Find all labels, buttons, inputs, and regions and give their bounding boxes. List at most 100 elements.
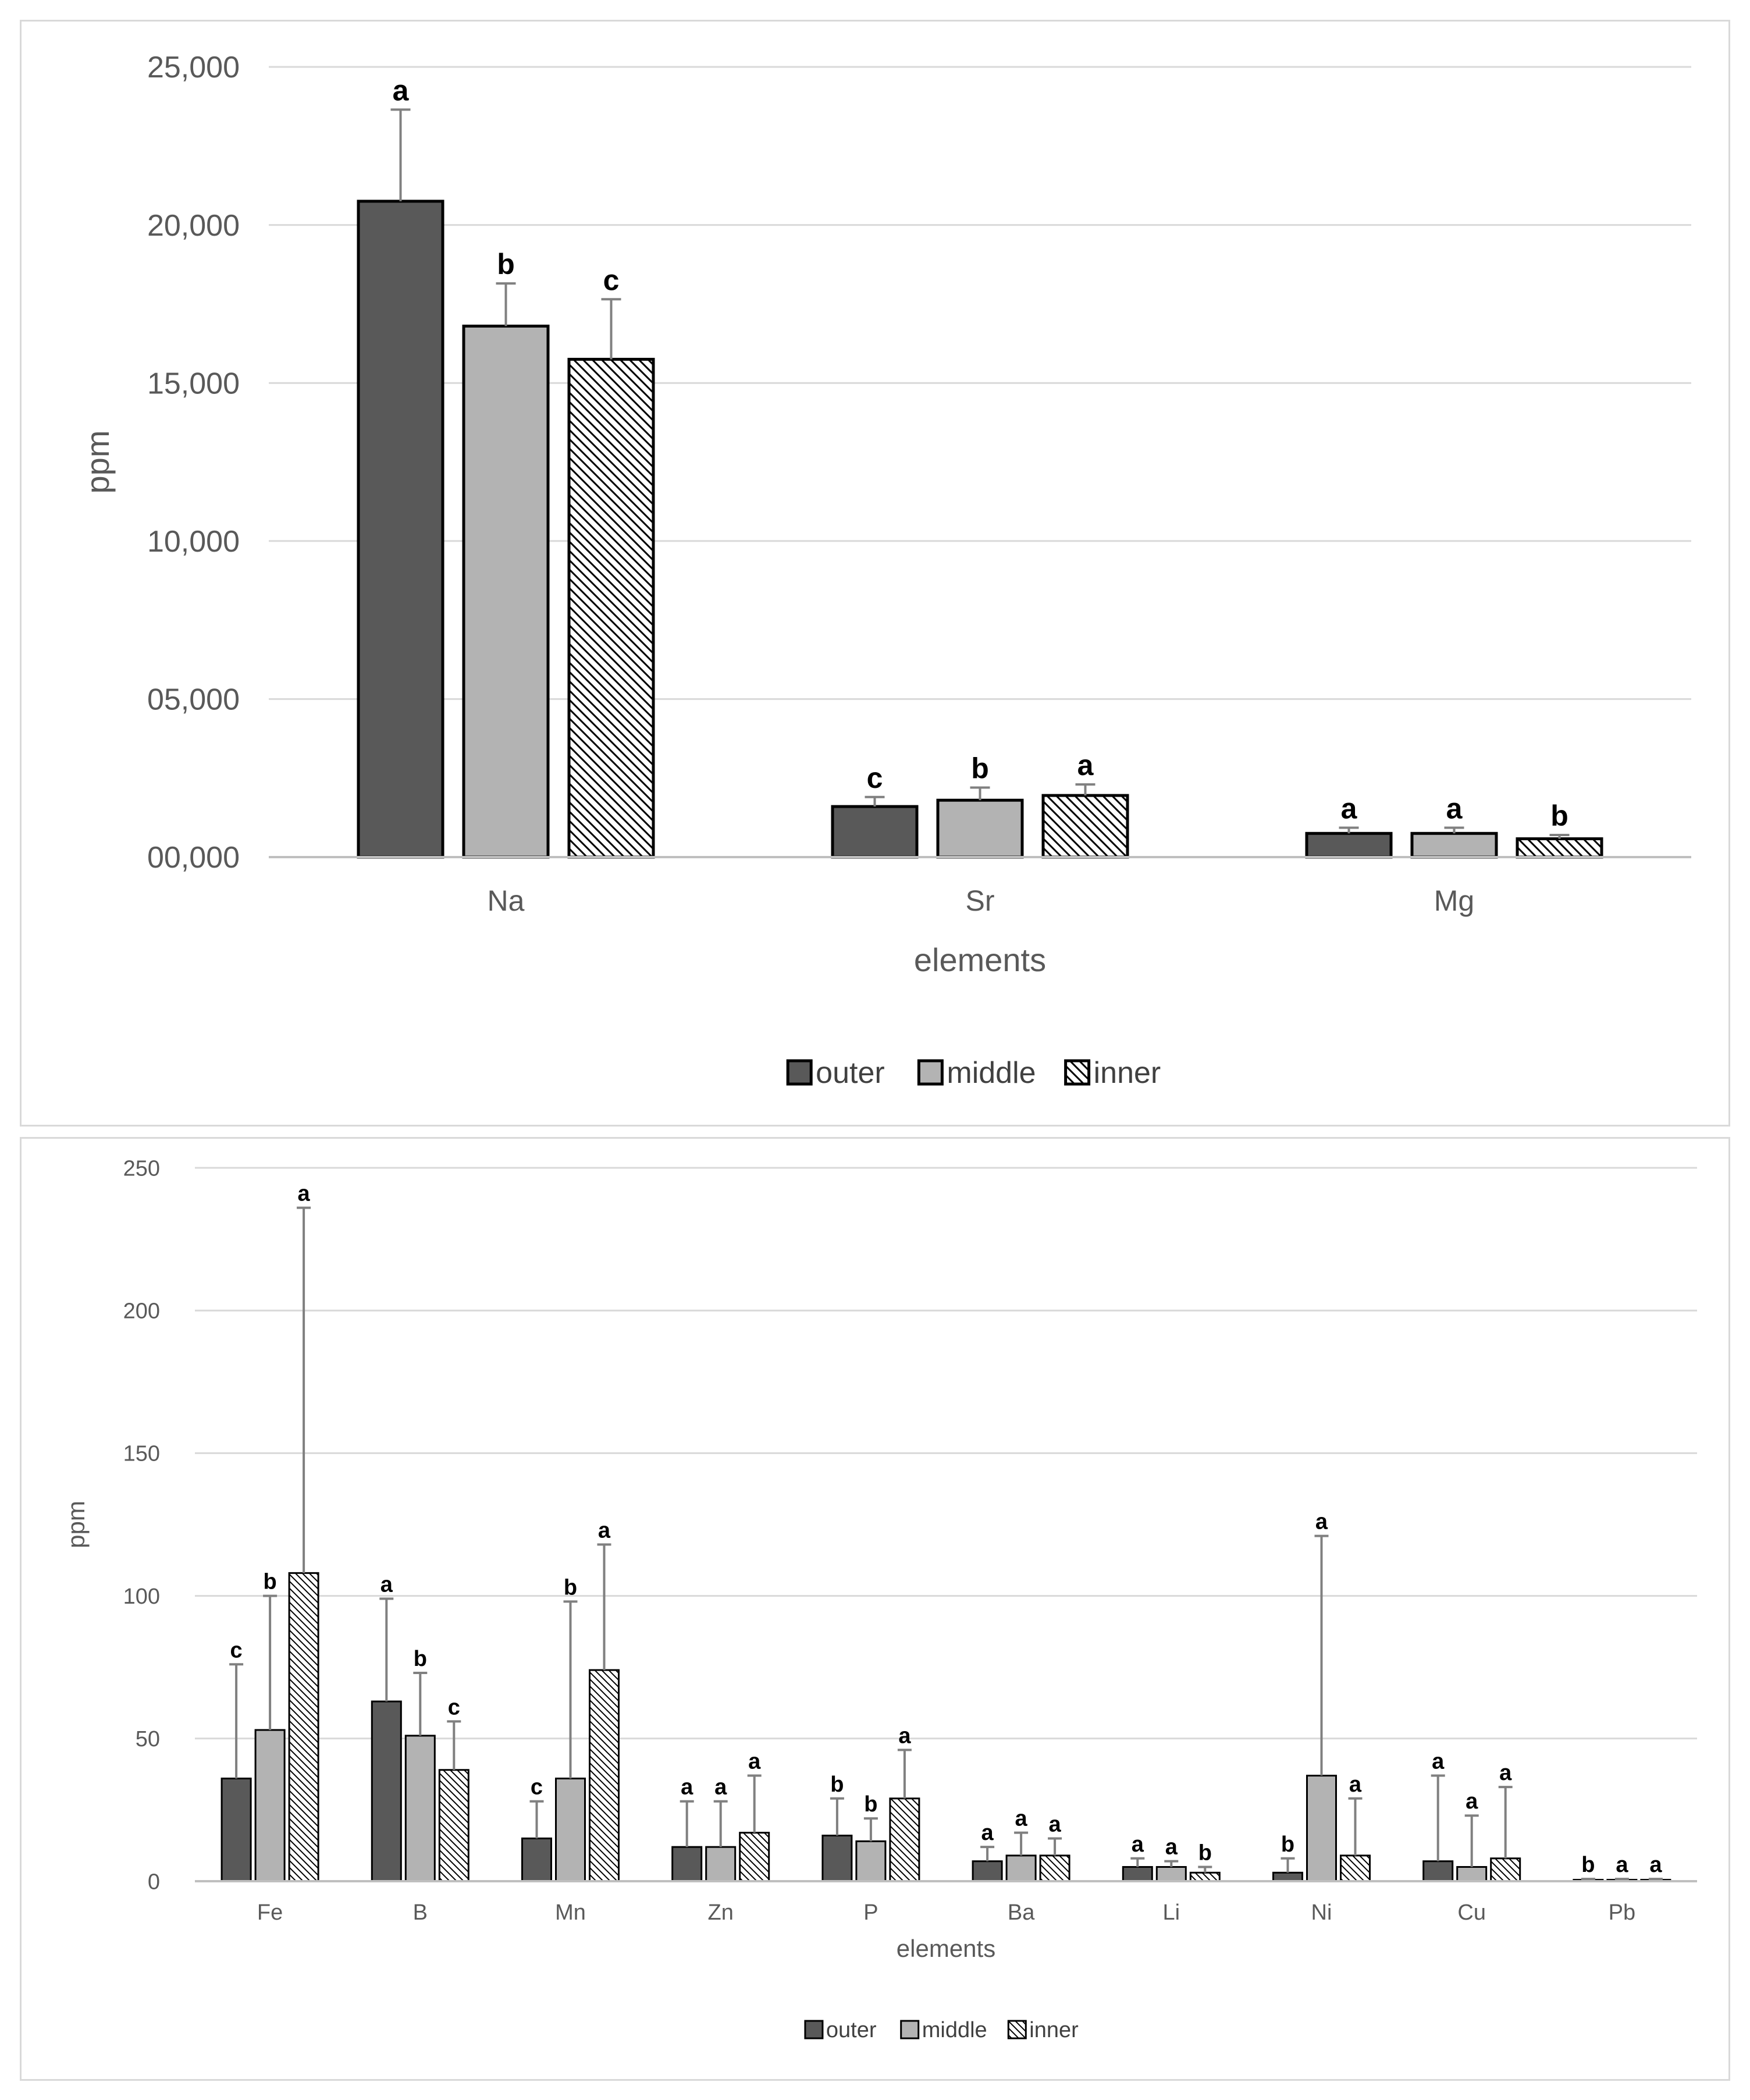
legend-label-inner: inner (1029, 2018, 1079, 2042)
sig-label-P-inner: a (898, 1724, 911, 1748)
bar-Ni-outer (1272, 1871, 1303, 1882)
bar-Ba-middle (1005, 1854, 1037, 1882)
sig-label-Mn-inner: a (598, 1518, 611, 1543)
bar-Zn-inner (739, 1832, 770, 1882)
bar-Fe-outer (220, 1777, 252, 1882)
sig-label-Sr-middle: b (971, 752, 989, 784)
y-tick-label: 100 (123, 1584, 160, 1609)
y-axis-title: ppm (62, 1501, 90, 1548)
x-tick-label-Cu: Cu (1457, 1900, 1486, 1925)
bar-Na-outer (357, 200, 444, 859)
bar-Mg-outer (1305, 832, 1393, 859)
sig-label-Ba-inner: a (1049, 1812, 1062, 1836)
legend-swatch-inner (1007, 2020, 1027, 2039)
bar-Fe-middle (254, 1729, 286, 1882)
sig-label-Li-middle: a (1165, 1835, 1178, 1860)
y-tick-label: 15,000 (147, 367, 240, 400)
sig-label-Mn-middle: b (564, 1575, 577, 1600)
y-tick-label: 10,000 (147, 525, 240, 559)
bar-Li-outer (1122, 1866, 1153, 1882)
sig-label-Pb-inner: a (1649, 1853, 1662, 1877)
legend-swatch-outer (804, 2020, 824, 2039)
top-bar-chart: 00,000 05,000 10,000 15,000 20,000 25,000 a b c N… (79, 51, 1691, 1090)
bar-Sr-inner (1041, 794, 1129, 859)
legend-label-inner: inner (1094, 1056, 1161, 1090)
sig-label-Mg-middle: a (1446, 792, 1463, 825)
legend-label-outer: outer (826, 2018, 877, 2042)
bar-Sr-outer (831, 805, 919, 859)
x-tick-label-Pb: Pb (1609, 1900, 1635, 1925)
sig-label-P-middle: b (864, 1792, 877, 1817)
y-tick-label: 200 (123, 1299, 160, 1324)
bar-P-inner (889, 1797, 920, 1882)
sig-label-Sr-inner: a (1077, 749, 1094, 781)
bar-Na-middle (462, 324, 550, 859)
bar-Mn-inner (589, 1669, 620, 1882)
sig-label-Ni-outer: b (1281, 1832, 1294, 1857)
bar-Li-middle (1155, 1866, 1187, 1882)
bar-Zn-middle (705, 1846, 737, 1882)
bar-P-middle (855, 1840, 887, 1882)
bar-Cu-outer (1422, 1860, 1454, 1882)
bar-Sr-middle (936, 798, 1024, 859)
sig-label-Mn-outer: c (531, 1775, 543, 1800)
legend-label-outer: outer (816, 1056, 885, 1090)
sig-label-Zn-middle: a (714, 1775, 727, 1800)
bar-Mg-inner (1516, 837, 1603, 859)
sig-label-Ni-middle: a (1315, 1510, 1328, 1534)
x-tick-label-Mg: Mg (1434, 884, 1474, 917)
bar-Li-inner (1189, 1871, 1221, 1882)
y-tick-label: 20,000 (147, 209, 240, 243)
legend-swatch-inner (1064, 1059, 1091, 1086)
sig-label-Zn-outer: a (681, 1775, 693, 1800)
sig-label-Pb-outer: b (1581, 1853, 1595, 1877)
bar-Cu-middle (1456, 1866, 1488, 1882)
sig-label-Li-outer: a (1132, 1832, 1144, 1857)
sig-label-Mg-inner: b (1550, 800, 1568, 832)
sig-label-Ba-outer: a (981, 1821, 994, 1845)
sig-label-Na-middle: b (497, 248, 515, 280)
bar-P-outer (821, 1835, 853, 1882)
bar-Mn-middle (555, 1777, 586, 1882)
top-chart-panel: 00,000 05,000 10,000 15,000 20,000 25,000 a b c N… (20, 20, 1730, 1127)
bar-Mn-outer (521, 1837, 552, 1882)
y-tick-label: 05,000 (147, 683, 240, 717)
sig-label-Na-outer: a (393, 74, 410, 106)
y-axis-title: ppm (79, 431, 116, 494)
y-tick-label: 00,000 (147, 841, 240, 875)
bar-Ba-inner (1039, 1854, 1070, 1882)
sig-label-Ni-inner: a (1349, 1772, 1362, 1797)
bar-B-middle (404, 1735, 436, 1882)
x-tick-label-Sr: Sr (966, 884, 995, 917)
sig-label-Mg-outer: a (1341, 792, 1358, 825)
x-tick-label-Ni: Ni (1311, 1900, 1332, 1925)
x-tick-label-Li: Li (1163, 1900, 1180, 1925)
x-tick-label-B: B (413, 1900, 428, 1925)
x-tick-label-Mn: Mn (555, 1900, 586, 1925)
y-tick-label: 25,000 (147, 51, 240, 84)
legend-label-middle: middle (922, 2018, 987, 2042)
bar-Mg-middle (1410, 832, 1498, 859)
bar-Ni-inner (1340, 1854, 1371, 1882)
bar-Na-inner (567, 357, 655, 859)
bar-Fe-inner (288, 1572, 319, 1882)
x-tick-label-Ba: Ba (1008, 1900, 1035, 1925)
bar-B-outer (371, 1700, 402, 1882)
sig-label-Cu-inner: a (1499, 1761, 1512, 1785)
legend-swatch-middle (917, 1059, 944, 1086)
bar-Ni-middle (1306, 1775, 1337, 1882)
sig-label-Cu-middle: a (1466, 1789, 1478, 1814)
bar-Cu-inner (1490, 1857, 1521, 1882)
x-tick-label-Na: Na (488, 884, 525, 917)
sig-label-Cu-outer: a (1432, 1750, 1445, 1774)
sig-label-Pb-middle: a (1616, 1853, 1628, 1877)
sig-label-B-outer: a (380, 1573, 393, 1597)
bar-B-inner (438, 1769, 469, 1882)
sig-label-Ba-middle: a (1015, 1807, 1028, 1831)
y-tick-label: 0 (148, 1870, 160, 1894)
y-tick-label: 50 (136, 1727, 160, 1751)
x-tick-label-Fe: Fe (257, 1900, 283, 1925)
legend-swatch-outer (786, 1059, 813, 1086)
